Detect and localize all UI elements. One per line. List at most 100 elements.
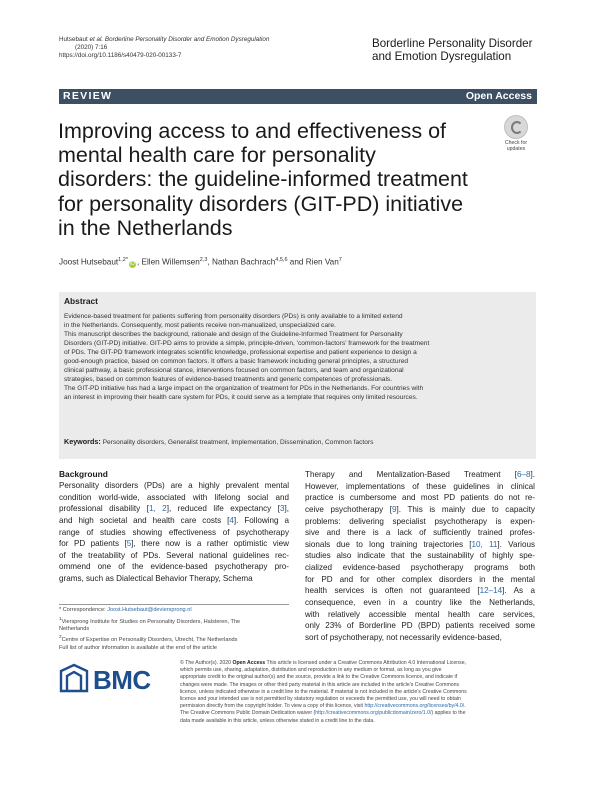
body-line: professional disability [1, 2], reduced … [59,504,289,514]
body-left-column: Personality disorders (PDs) are a highly… [59,480,289,585]
body-line: cialized evidence-based psychotherapy pr… [305,563,535,573]
check-for-updates-button[interactable]: Check for updates [496,112,536,154]
journal-line-1: Borderline Personality Disorder [372,37,533,50]
citation-ref[interactable]: 12–14 [479,586,503,596]
body-line: and high societal and health care costs … [59,515,289,525]
body-right-column: Therapy and Mentalization-Based Treatmen… [305,469,535,644]
citation-author: Hutsebaut [59,36,88,43]
citation-volume: (2020) 7:16 [75,44,108,52]
author-affiliation-sup: 7 [338,257,342,263]
keywords: Keywords: Personality disorders, General… [64,437,532,446]
citation-doi[interactable]: https://doi.org/10.1186/s40479-020-00133… [59,52,182,60]
author-name: Joost Hutsebaut [59,257,119,267]
body-line: range of studies showing effectiveness o… [59,527,289,537]
title-line: disorders: the guideline-informed treatm… [58,167,468,192]
author-affiliation-sup: 4,5,6 [275,257,288,263]
journal-line-2: and Emotion Dysregulation [372,50,512,63]
license-line: licence and your intended use is not per… [180,696,461,703]
citation: Hutsebaut et al. Borderline Personality … [59,36,269,61]
affiliation-sup: 1 [59,615,62,621]
license-line: permission directly from the copyright h… [180,703,466,710]
license-link[interactable]: http://creativecommons.org/licenses/by/4… [364,703,465,710]
check-updates-line1: Check for [504,140,528,146]
citation-etal: et al. [89,36,104,43]
correspondence-email[interactable]: Joost.Hutsebaut@deviersprong.nl [107,607,192,613]
license-line: appropriate credit to the original autho… [180,674,458,681]
abstract-line: Evidence-based treatment for patients su… [64,313,403,320]
body-line: studies also indicate that the sustainab… [305,551,535,561]
body-line: However, implementations of these guidel… [305,481,535,491]
citation-ref[interactable]: 4 [229,515,234,525]
footnotes: * Correspondence: Joost.Hutsebaut@devier… [59,604,289,652]
title-line: in the Netherlands [58,215,233,240]
author-affiliation-sup: 1,2* [118,257,128,263]
abstract-line: Disorders (GIT-PD) initiative. GIT-PD ai… [64,340,430,347]
citation-ref[interactable]: 6–8 [516,470,531,479]
abstract-line: The GIT-PD initiative has had a large im… [64,385,424,392]
title-line: Improving access to and effectiveness of [58,119,447,143]
abstract-line: strategies, based on common features of … [64,376,393,383]
body-line: sionals due to long training trajectorie… [305,539,535,549]
body-line: for PD and for other complex disorders i… [305,574,535,584]
abstract-heading: Abstract [64,296,98,306]
affiliation-1-cont: Netherlands [59,625,90,632]
author-separator: , [207,257,212,267]
title-line: mental health care for personality [58,143,376,168]
citation-ref[interactable]: 5 [126,539,132,549]
body-line: sort of psychotherapy, not necessarily e… [305,632,502,642]
section-heading: Background [59,469,108,479]
bmc-logo-icon [59,663,89,693]
license-line: © The Author(s). 2020 Open Access This a… [180,660,467,666]
license-link[interactable]: http://creativecommons.org/publicdomain/… [315,710,432,717]
affiliation-1: Viersprong Institute for Studies on Pers… [61,618,241,625]
article-type: REVIEW [63,90,113,102]
body-line: grams, such as Dialectical Behavior Ther… [59,574,253,584]
body-line: ceive psychotherapy [9]. This is mainly … [305,504,535,514]
orcid-icon[interactable]: iD [128,260,136,268]
body-line: Therapy and Mentalization-Based Treatmen… [305,470,535,479]
correspondence-label: * Correspondence: [59,607,106,613]
citation-journal: Borderline Personality Disorder and Emot… [104,36,270,43]
author-list: Joost Hutsebaut1,2*iD, Ellen Willemsen2,… [59,257,342,268]
keywords-text: Personality disorders, Generalist treatm… [102,439,374,446]
abstract-line: of PDs. The GIT-PD framework integrates … [64,349,417,356]
body-line: consequence, even in a country like the … [305,598,535,608]
body-line: Personality disorders (PDs) are a highly… [59,481,289,490]
license-line: licence, unless indicated otherwise in a… [180,688,467,695]
license-line: data made available in this article, unl… [180,717,375,724]
affiliation-2: Centre of Expertise on Personality Disor… [61,637,238,644]
publisher-name: BMC [93,665,151,695]
license-line: The Creative Commons Public Domain Dedic… [180,710,466,717]
full-list-note: Full list of author information is avail… [59,644,217,651]
body-line: practice is cumbersome and most PD patie… [305,493,535,503]
author-separator: and [287,257,306,267]
citation-ref[interactable]: 1, 2 [148,504,167,514]
body-line: ommend one of the evidence-based psychot… [59,562,289,572]
abstract-line: in the Netherlands. Consequently, most p… [64,322,336,329]
body-line: for PD patients [5], there now is a rath… [59,539,289,549]
citation-ref[interactable]: 3 [279,504,285,514]
abstract-line: clinical pathway, a basic professional s… [64,367,404,374]
body-line: of the treatability of PDs. Several nati… [59,550,289,560]
keywords-label: Keywords: [64,437,101,446]
license-line: which permits use, sharing, adaptation, … [180,667,442,674]
license-text: © The Author(s). 2020 Open Access This a… [180,660,535,725]
bmc-logo: BMC [59,663,151,695]
author-name: Ellen Willemsen [141,257,200,267]
citation-ref[interactable]: 10, 11 [471,539,498,549]
body-line: problems: delivering specialist psychoth… [305,516,535,526]
author-name: Rien Van [305,257,339,267]
citation-ref[interactable]: 9 [392,504,397,514]
author-name: Nathan Bachrach [212,257,276,267]
abstract-line: good-enough practice, based on common fa… [64,358,409,365]
body-line: only 23% of Borderline PD (BPD) patients… [305,621,535,631]
body-line: sive and there is a lack of sufficiently… [305,528,535,538]
body-line: condition world-wide, associated with li… [59,492,289,502]
article-type-banner: REVIEW Open Access [59,89,537,104]
open-access-label: Open Access [465,90,532,102]
check-updates-icon [504,115,528,139]
journal-name: Borderline Personality Disorder and Emot… [372,37,532,63]
author-affiliation-sup: 2,3 [199,257,208,263]
body-line: health services is often not guaranteed … [305,586,535,596]
body-line: with relatively accessible mental health… [305,609,535,619]
